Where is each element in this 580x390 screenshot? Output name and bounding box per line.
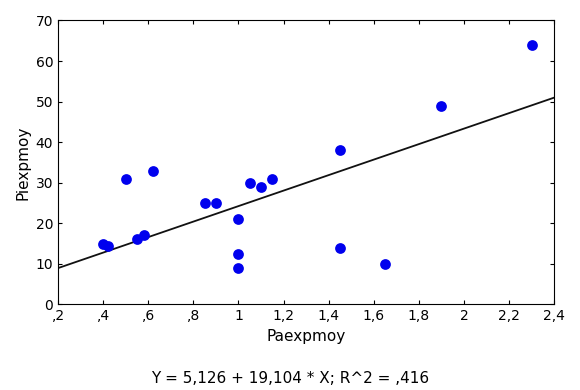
Point [527, 42, 536, 48]
Point [256, 184, 266, 190]
Point [335, 147, 345, 153]
Point [148, 167, 157, 174]
Point [234, 250, 243, 257]
Point [437, 103, 446, 109]
Point [267, 176, 277, 182]
Point [139, 232, 148, 239]
Point [380, 261, 390, 267]
Point [234, 216, 243, 222]
Y-axis label: Piexpmoy: Piexpmoy [15, 125, 30, 200]
Point [200, 200, 209, 206]
Text: Y = 5,126 + 19,104 * X; R^2 = ,416: Y = 5,126 + 19,104 * X; R^2 = ,416 [151, 371, 429, 386]
Point [121, 176, 130, 182]
Point [211, 200, 220, 206]
Point [335, 245, 345, 251]
Point [132, 236, 142, 243]
Point [99, 240, 108, 246]
Point [103, 243, 113, 249]
Point [234, 265, 243, 271]
Point [245, 180, 254, 186]
X-axis label: Paexpmoy: Paexpmoy [266, 329, 346, 344]
